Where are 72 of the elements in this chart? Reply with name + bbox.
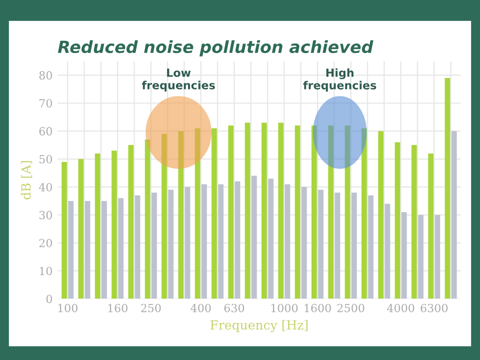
y-tick-label: 60 <box>39 127 52 136</box>
bar <box>268 178 274 299</box>
bar <box>252 176 257 299</box>
y-tick-label: 50 <box>40 155 52 164</box>
bar <box>144 139 150 299</box>
bar <box>411 145 417 299</box>
x-tick-label: 630 <box>224 304 244 312</box>
y-tick-label: 20 <box>39 238 52 248</box>
y-tick-label: 40 <box>38 182 52 192</box>
bar <box>62 162 67 299</box>
bar <box>328 125 334 299</box>
bar <box>94 153 100 299</box>
x-tick-label: 2500 <box>337 304 364 312</box>
x-axis-title: Frequency [Hz] <box>210 320 308 332</box>
y-tick-label: 0 <box>46 294 52 304</box>
bar <box>384 204 390 299</box>
bar <box>228 125 234 299</box>
bar <box>434 214 440 299</box>
x-tick-label: 6300 <box>420 304 448 312</box>
bar <box>284 184 290 299</box>
bar <box>368 195 374 299</box>
x-tick-label: 100 <box>58 304 78 312</box>
y-tick-label: 10 <box>40 266 52 276</box>
bar <box>162 134 167 299</box>
bar <box>262 122 267 299</box>
x-tick-label: 4000 <box>387 304 414 312</box>
bar <box>112 150 117 299</box>
bar <box>84 200 90 299</box>
bar <box>68 200 74 299</box>
annotation: High frequencies <box>303 68 376 92</box>
bar <box>318 190 324 299</box>
bar <box>212 128 217 299</box>
bar <box>244 122 250 299</box>
bar <box>134 195 140 299</box>
bar <box>202 184 207 299</box>
chart-title: Reduced noise pollution achieved <box>58 40 374 56</box>
y-tick-label: 80 <box>39 71 52 80</box>
bar <box>184 186 190 299</box>
bar <box>302 186 307 299</box>
x-tick-label: 160 <box>108 304 128 312</box>
bar <box>394 142 400 299</box>
bar <box>362 128 367 299</box>
bar <box>352 192 357 299</box>
bar <box>428 153 434 299</box>
bar <box>194 128 200 299</box>
bar <box>444 78 450 299</box>
bar <box>118 198 124 299</box>
x-tick-label: 400 <box>190 304 211 312</box>
x-tick-label: 250 <box>141 304 161 312</box>
bar <box>168 190 174 299</box>
bar <box>78 159 84 299</box>
bar <box>378 131 384 299</box>
bar <box>278 122 284 299</box>
bar <box>334 192 340 299</box>
annotation: Low frequencies <box>142 68 215 92</box>
bar <box>451 131 457 299</box>
bar <box>152 192 157 299</box>
x-tick-label: 1600 <box>304 304 331 312</box>
bar <box>401 212 407 299</box>
bar <box>102 200 107 299</box>
y-tick-label: 30 <box>39 210 52 220</box>
bar <box>418 214 424 299</box>
bar <box>344 125 350 299</box>
bar <box>294 125 300 299</box>
y-tick-label: 70 <box>40 99 52 108</box>
bar <box>128 145 134 299</box>
bar <box>218 184 224 299</box>
bar <box>312 125 317 299</box>
y-axis-title: dB [A] <box>20 161 32 200</box>
x-tick-label: 1000 <box>271 304 298 312</box>
bar <box>234 181 240 299</box>
bar <box>178 131 184 299</box>
